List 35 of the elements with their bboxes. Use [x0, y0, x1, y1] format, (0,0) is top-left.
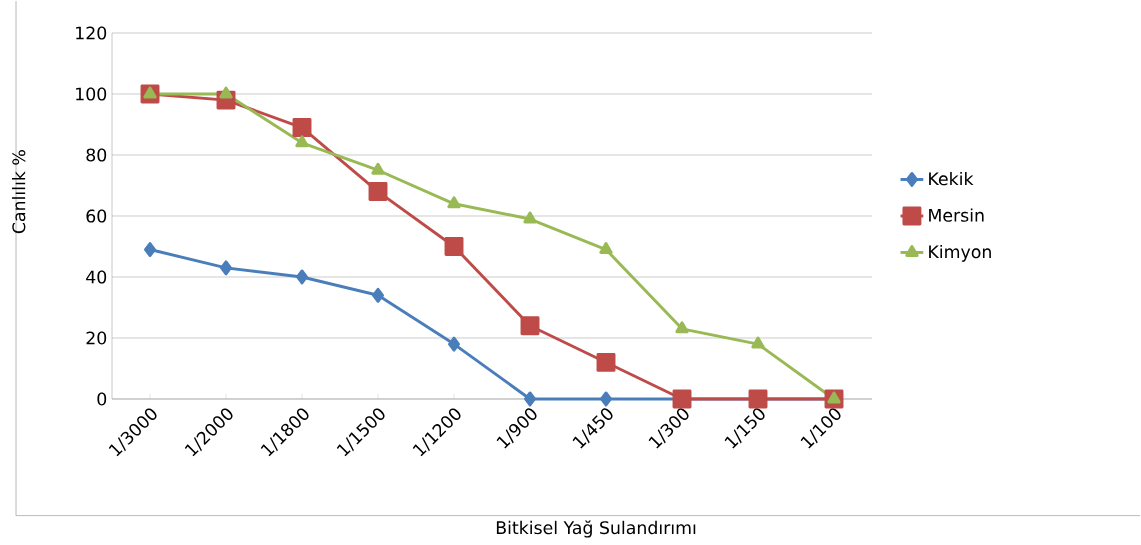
point — [219, 86, 233, 99]
point — [292, 118, 312, 138]
point — [444, 237, 464, 256]
point — [220, 260, 232, 276]
y-tick-label: 80 — [86, 148, 107, 162]
point — [524, 391, 536, 407]
legend-label: Mersin — [929, 208, 984, 222]
point — [596, 352, 616, 372]
point — [372, 287, 384, 303]
y-tick-label: 40 — [86, 270, 107, 284]
point — [672, 389, 692, 409]
legend-label: Kimyon — [929, 244, 991, 262]
point — [600, 391, 612, 407]
point — [520, 316, 540, 336]
point — [751, 336, 765, 349]
point — [368, 182, 388, 202]
point — [144, 242, 156, 258]
point — [599, 242, 613, 255]
point — [371, 162, 385, 175]
legend-label: Kekik — [929, 171, 974, 186]
y-axis-title: Canlılık % — [11, 150, 26, 234]
x-axis-title: Bitkisel Yağ Sulandırımı — [496, 520, 696, 538]
point — [295, 135, 309, 148]
y-tick-label: 20 — [86, 331, 107, 345]
point — [748, 389, 768, 409]
point — [448, 336, 460, 352]
y-tick-label: 100 — [76, 87, 107, 101]
point — [143, 86, 157, 99]
point — [296, 269, 308, 285]
point — [523, 211, 537, 224]
y-tick-label: 60 — [86, 209, 107, 223]
y-tick-label: 120 — [76, 26, 107, 40]
point — [675, 321, 689, 334]
point — [447, 196, 461, 209]
y-tick-label: 0 — [97, 392, 107, 406]
